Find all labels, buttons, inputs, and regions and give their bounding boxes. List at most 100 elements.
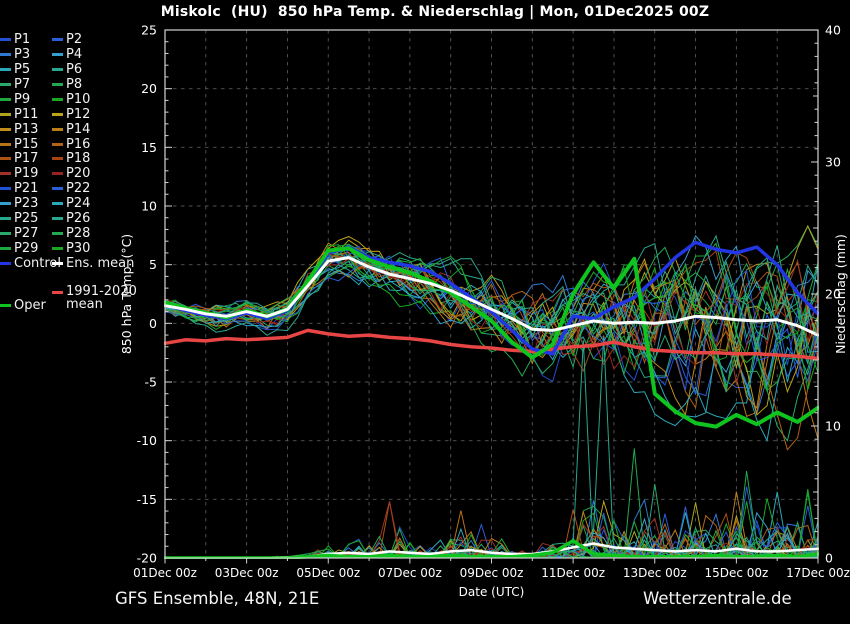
legend-item-p5-label: P5 <box>14 61 31 77</box>
legend-item-p16-label: P16 <box>66 136 91 152</box>
legend-item-p20-label: P20 <box>66 165 91 181</box>
legend-item-p19: P19 <box>0 166 38 180</box>
legend-item-clim-mean-label: 1991-2020 mean <box>66 284 137 312</box>
legend-item-p21: P21 <box>0 181 38 195</box>
legend-item-p30: P30 <box>52 241 90 255</box>
ytick-right-label: 40 <box>825 23 841 38</box>
series-ens-mean <box>164 256 819 337</box>
legend-item-p17-swatch <box>0 156 11 160</box>
legend-item-p4: P4 <box>52 47 82 61</box>
legend-item-p21-label: P21 <box>14 180 39 196</box>
legend-item-p4-swatch <box>52 52 63 56</box>
member-p29-temp <box>164 242 819 375</box>
legend-item-p3-label: P3 <box>14 46 31 62</box>
legend-item-p11-swatch <box>0 112 11 116</box>
legend-item-p21-swatch <box>0 186 11 190</box>
legend-item-p26: P26 <box>52 211 90 225</box>
legend-item-p8-label: P8 <box>66 76 83 92</box>
legend-item-ens-mean-swatch <box>52 261 63 265</box>
legend-item-p9-swatch <box>0 97 11 101</box>
ytick-left-label: 25 <box>141 23 157 38</box>
legend-item-p18-swatch <box>52 156 63 160</box>
xtick-label: 03Dec 00z <box>215 566 279 580</box>
xtick-label: 09Dec 00z <box>460 566 524 580</box>
ytick-right-label: 20 <box>825 287 841 302</box>
ytick-right-label: 0 <box>825 551 833 566</box>
legend-item-p19-label: P19 <box>14 165 39 181</box>
legend: P1 P2 P3 P4 P5 P6 P7 P8 P9 P10 P11 P12 P13 P14 P15 P16 P… <box>0 0 164 620</box>
legend-item-p8-swatch <box>52 82 63 86</box>
legend-item-p16: P16 <box>52 137 90 151</box>
legend-item-p12: P12 <box>52 107 90 121</box>
legend-item-p25-label: P25 <box>14 210 39 226</box>
legend-item-p27-label: P27 <box>14 225 39 241</box>
legend-item-p1-swatch <box>0 37 11 41</box>
legend-item-control-label: Control <box>14 255 61 271</box>
ytick-left-label: 15 <box>141 140 157 155</box>
legend-item-p1: P1 <box>0 32 30 46</box>
legend-item-p24-label: P24 <box>66 195 91 211</box>
legend-item-p13-label: P13 <box>14 121 39 137</box>
legend-item-p23-swatch <box>0 201 11 205</box>
legend-item-oper-swatch <box>0 303 11 307</box>
gridlines <box>165 30 818 558</box>
legend-item-p5-swatch <box>0 67 11 71</box>
y-axis-title-right: Niederschlag (mm) <box>833 234 848 354</box>
legend-item-p29-swatch <box>0 246 11 250</box>
legend-item-p9-label: P9 <box>14 91 31 107</box>
ytick-left-label: -5 <box>145 375 157 390</box>
legend-item-clim-mean: 1991-2020 mean <box>52 285 137 313</box>
legend-item-ens-mean-label: Ens. mean <box>66 255 135 271</box>
legend-item-p16-swatch <box>52 142 63 146</box>
legend-item-p9: P9 <box>0 92 30 106</box>
legend-item-p28: P28 <box>52 226 90 240</box>
legend-item-p3: P3 <box>0 47 30 61</box>
series-1991-2020-mean <box>164 328 819 361</box>
legend-item-p26-label: P26 <box>66 210 91 226</box>
legend-item-oper-label: Oper <box>14 297 46 313</box>
legend-item-p10-swatch <box>52 97 63 101</box>
xtick-label: 17Dec 00z <box>786 566 850 580</box>
legend-item-p11-label: P11 <box>14 106 39 122</box>
legend-item-p2-swatch <box>52 37 63 41</box>
legend-item-p27-swatch <box>0 231 11 235</box>
legend-item-p6-label: P6 <box>66 61 83 77</box>
legend-item-p20-swatch <box>52 171 63 175</box>
legend-item-p23: P23 <box>0 196 38 210</box>
footer-model-info: GFS Ensemble, 48N, 21E <box>115 589 320 608</box>
legend-item-p29: P29 <box>0 241 38 255</box>
legend-item-p30-label: P30 <box>66 240 91 256</box>
axis-ticks <box>164 29 819 564</box>
xtick-label: 15Dec 00z <box>704 566 768 580</box>
legend-item-p25: P25 <box>0 211 38 225</box>
legend-item-p7: P7 <box>0 77 30 91</box>
legend-item-control: Control <box>0 256 61 270</box>
legend-item-p1-label: P1 <box>14 31 31 47</box>
legend-item-p12-swatch <box>52 112 63 116</box>
ytick-left-label: 10 <box>141 199 157 214</box>
legend-item-p6-swatch <box>52 67 63 71</box>
x-axis-title: Date (UTC) <box>459 585 525 599</box>
legend-item-p5: P5 <box>0 62 30 76</box>
legend-item-control-swatch <box>0 261 11 265</box>
ytick-left-label: -10 <box>137 433 157 448</box>
legend-item-p27: P27 <box>0 226 38 240</box>
member-p23-temp <box>164 234 819 353</box>
legend-item-p20: P20 <box>52 166 90 180</box>
legend-item-p13: P13 <box>0 122 38 136</box>
legend-item-p4-label: P4 <box>66 46 83 62</box>
legend-item-p28-label: P28 <box>66 225 91 241</box>
legend-item-p7-swatch <box>0 82 11 86</box>
member-p28-temp <box>164 243 819 378</box>
legend-item-p19-swatch <box>0 171 11 175</box>
legend-item-p15: P15 <box>0 137 38 151</box>
legend-item-p22: P22 <box>52 181 90 195</box>
member-p14-temp <box>164 251 819 410</box>
axis-labels: 25 20 15 10 5 0 -5 -10 -15 -20 40 30 20 10 0 01Dec 00z 0… <box>119 23 850 600</box>
legend-item-p11: P11 <box>0 107 38 121</box>
legend-item-p15-label: P15 <box>14 136 39 152</box>
ytick-left-label: 5 <box>149 257 157 272</box>
